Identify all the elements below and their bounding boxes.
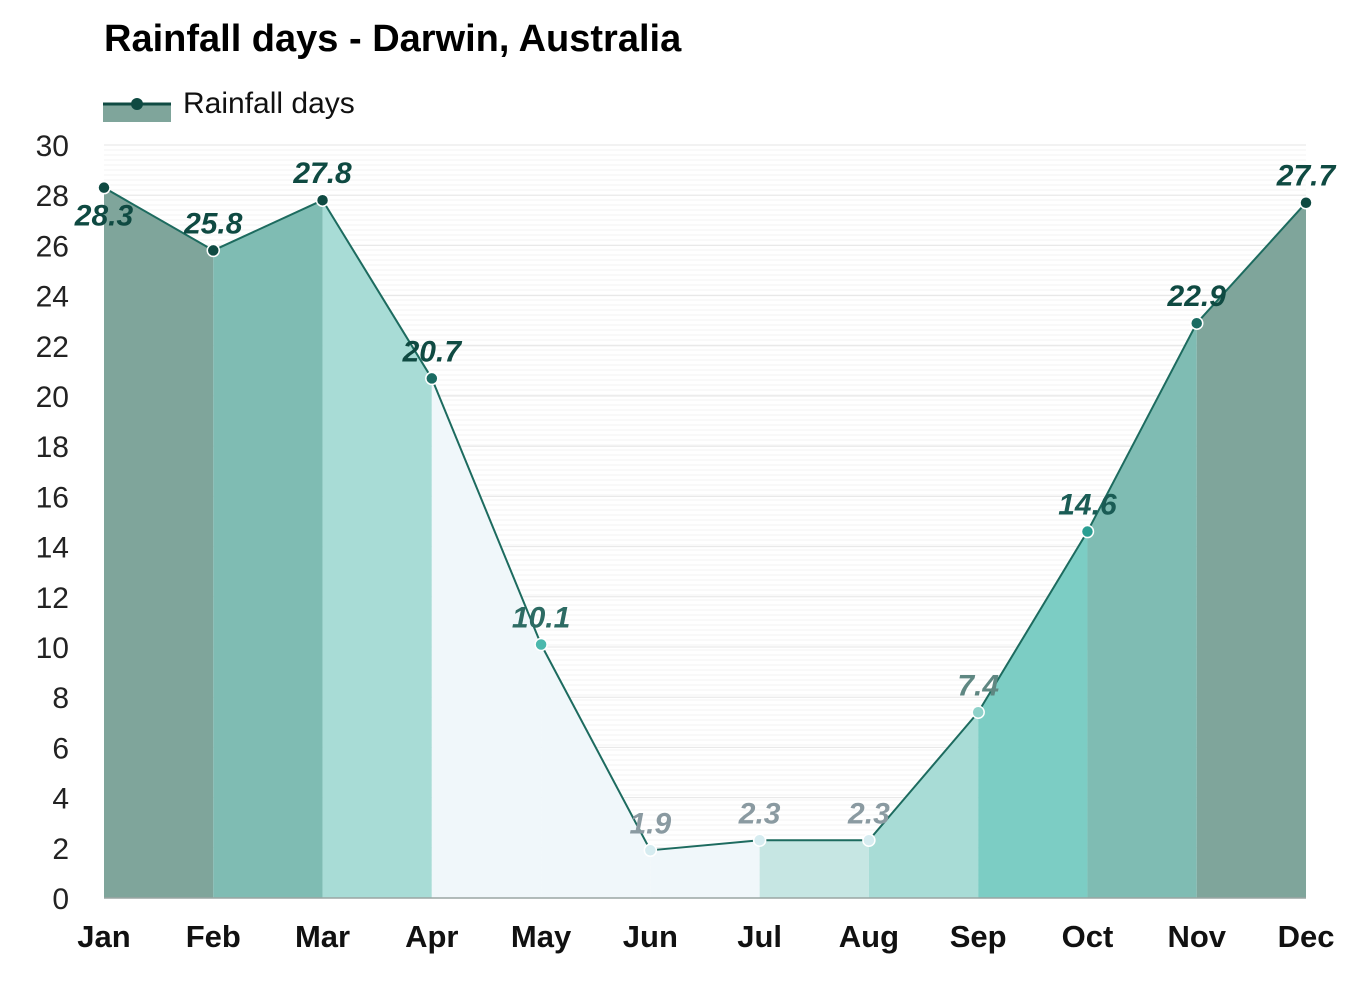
x-tick-label: Aug [839, 919, 899, 954]
data-label: 1.9 [630, 807, 672, 840]
y-tick-label: 0 [52, 883, 69, 916]
x-tick-label: Nov [1167, 919, 1226, 954]
data-point [752, 833, 767, 848]
area-band [650, 840, 760, 898]
x-tick-label: Jun [623, 919, 678, 954]
data-label: 14.6 [1058, 489, 1117, 522]
legend-swatch-icon [103, 98, 171, 122]
data-point [425, 371, 439, 386]
area-band [322, 200, 432, 899]
area-band [541, 644, 651, 898]
x-tick-label: Jul [737, 919, 782, 954]
area-band [868, 712, 979, 898]
legend-label: Rainfall days [183, 87, 355, 120]
y-tick-label: 30 [36, 130, 69, 163]
y-tick-label: 10 [36, 632, 69, 665]
data-label: 25.8 [183, 207, 243, 240]
data-point [1189, 316, 1204, 330]
x-tick-label: Jan [77, 919, 130, 954]
data-point [643, 843, 658, 858]
area-band [104, 187, 214, 899]
legend-area-swatch [103, 104, 171, 122]
data-point [97, 180, 111, 195]
area-band [759, 840, 869, 898]
x-tick-label: Mar [295, 919, 350, 954]
y-tick-label: 22 [36, 331, 69, 364]
series-line [103, 186, 1307, 852]
data-point [1080, 524, 1095, 539]
data-label: 2.3 [738, 797, 781, 830]
legend[interactable]: Rainfall days [103, 84, 355, 124]
y-tick-label: 24 [36, 281, 69, 314]
data-point [206, 243, 221, 258]
y-tick-label: 18 [36, 431, 69, 464]
data-point [315, 193, 330, 207]
data-point [862, 833, 876, 848]
x-tick-label: Oct [1062, 919, 1114, 954]
legend-marker [131, 98, 143, 110]
area-band [1087, 323, 1197, 899]
y-tick-label: 6 [52, 732, 69, 765]
data-label: 7.4 [957, 669, 999, 702]
data-label: 28.3 [74, 200, 134, 233]
y-tick-label: 2 [52, 833, 69, 866]
area-band [1196, 202, 1306, 899]
data-point [534, 637, 548, 652]
y-tick-label: 16 [36, 481, 69, 514]
data-label: 10.1 [512, 601, 570, 634]
data-point [1299, 195, 1313, 210]
area-band [213, 200, 323, 899]
x-tick-label: Sep [950, 919, 1007, 954]
data-label: 27.8 [292, 157, 352, 190]
y-tick-label: 14 [36, 532, 69, 565]
y-tick-label: 4 [52, 783, 69, 816]
data-label: 27.7 [1276, 160, 1337, 193]
x-tick-label: May [511, 919, 572, 954]
x-tick-label: Feb [186, 919, 241, 954]
data-label: 2.3 [847, 797, 890, 830]
data-label: 20.7 [402, 335, 463, 368]
data-label: 22.9 [1167, 280, 1227, 313]
chart-title: Rainfall days - Darwin, Australia [104, 18, 682, 60]
area-band [431, 378, 542, 898]
x-tick-label: Dec [1278, 919, 1335, 954]
y-tick-label: 12 [36, 582, 69, 615]
data-point [971, 705, 985, 720]
x-tick-label: Apr [405, 919, 458, 954]
y-tick-label: 26 [36, 230, 69, 263]
y-tick-label: 8 [52, 682, 69, 715]
y-tick-label: 28 [36, 180, 69, 213]
y-tick-label: 20 [36, 381, 69, 414]
area-band [978, 531, 1088, 898]
